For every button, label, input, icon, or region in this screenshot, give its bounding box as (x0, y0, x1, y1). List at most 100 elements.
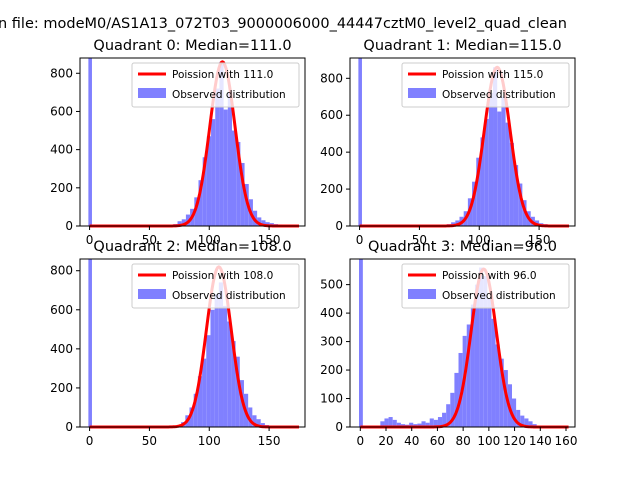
histogram-bar (231, 341, 236, 427)
histogram-bar (516, 409, 521, 427)
x-tick-label: 20 (378, 434, 393, 448)
histogram-bar (513, 165, 519, 226)
y-tick-label: 200 (50, 381, 73, 395)
histogram-bar (218, 282, 224, 427)
y-tick-label: 800 (50, 264, 73, 278)
histogram-bar (421, 421, 426, 427)
histogram-bar (210, 309, 215, 427)
panel-quadrant-0: 0 50 100 150 0 200 400 600 800 Quadrant 0: Median… (50, 38, 306, 247)
y-tick-label: 800 (320, 71, 343, 85)
histogram-bar (512, 398, 517, 427)
histogram-bar (520, 415, 525, 427)
histogram-bar (214, 294, 219, 427)
y-tick-label: 400 (50, 143, 73, 157)
y-tick-label: 0 (65, 420, 73, 434)
x-tick-label: 100 (198, 233, 221, 247)
x-tick-label: 0 (356, 434, 364, 448)
histogram-bar (491, 318, 496, 427)
legend-patch-swatch (408, 88, 436, 98)
x-tick-label: 100 (468, 233, 491, 247)
histogram-bar (470, 304, 475, 427)
histogram-bar (380, 421, 385, 427)
histogram-bar (488, 93, 494, 226)
legend-patch-swatch (408, 289, 436, 299)
panel-title: Quadrant 2: Median=108.0 (93, 239, 291, 255)
histogram-bar (518, 183, 523, 226)
axes-frame (349, 258, 576, 428)
histogram-bar (396, 422, 401, 427)
y-tick-label: 200 (320, 182, 343, 196)
x-tick-label: 140 (529, 434, 552, 448)
y-tick-label: 300 (320, 335, 343, 349)
histogram-bar (219, 61, 224, 227)
x-tick-label: 150 (258, 233, 281, 247)
x-tick-label: 100 (477, 434, 500, 448)
histogram-bar (359, 259, 363, 427)
y-tick-label: 600 (50, 104, 73, 118)
legend-box (401, 62, 570, 108)
histogram-bar (483, 276, 488, 427)
histogram-bar (261, 220, 266, 226)
histogram-bar (495, 344, 500, 427)
y-tick-label: 600 (320, 108, 343, 122)
histogram-bar (215, 88, 220, 226)
histogram-bar (437, 417, 443, 427)
panel-title: Quadrant 1: Median=115.0 (363, 38, 561, 54)
histogram-bar (265, 222, 270, 226)
legend-label-observed: Observed distribution (172, 89, 286, 101)
histogram-bar (388, 417, 393, 427)
histogram-bar (189, 407, 194, 427)
histogram-bar (450, 392, 455, 427)
x-tick-label: 150 (528, 233, 551, 247)
axes-frame (79, 57, 306, 227)
x-tick-label: 160 (555, 434, 578, 448)
histogram-bar (252, 415, 257, 427)
histogram-bar (227, 92, 232, 226)
x-tick-label: 100 (198, 434, 221, 448)
histogram-bar (235, 356, 240, 427)
histogram-bar (484, 118, 489, 226)
histogram-bar (480, 137, 485, 226)
histogram-bar (384, 418, 389, 427)
histogram-bar (193, 393, 198, 427)
panel-quadrant-1: 0 50 100 150 0 200 400 600 800 Quadrant 1: Median… (320, 38, 576, 247)
y-tick-label: 400 (320, 145, 343, 159)
histogram-bar (409, 422, 414, 427)
axes-frame (79, 258, 306, 428)
histogram-bar (197, 376, 203, 427)
histogram-bar (493, 67, 498, 226)
histogram-bar (487, 298, 492, 427)
y-tick-label: 200 (320, 363, 343, 377)
panel-title: Quadrant 0: Median=111.0 (93, 38, 291, 54)
y-tick-label: 400 (50, 342, 73, 356)
x-tick-label: 50 (412, 233, 427, 247)
histogram-bar (240, 163, 245, 226)
histogram-bar (194, 197, 199, 226)
legend-box (131, 62, 300, 108)
histogram-bar (202, 157, 207, 226)
legend-box (131, 263, 300, 309)
histogram-bar (202, 358, 207, 427)
x-tick-label: 120 (503, 434, 526, 448)
histogram-bar (88, 259, 92, 427)
histogram-bar (479, 267, 484, 427)
y-tick-label: 0 (65, 219, 73, 233)
histogram-bar (499, 358, 504, 427)
y-tick-label: 200 (50, 181, 73, 195)
histogram-bar (231, 130, 237, 226)
histogram-bar (206, 335, 211, 427)
legend-label-poisson: Poission with 111.0 (172, 69, 273, 81)
histogram-bar (501, 96, 506, 227)
histogram-bar (257, 217, 262, 226)
histogram-bar (417, 423, 422, 427)
panel-quadrant-2: 0 50 100 150 0 200 400 600 800 Quadrant 2: Median… (50, 239, 306, 448)
histogram-bar (206, 136, 212, 226)
x-tick-label: 150 (258, 434, 281, 448)
legend-patch-swatch (138, 289, 166, 299)
histogram-bar (458, 352, 463, 427)
x-tick-label: 80 (456, 434, 471, 448)
axes-frame (349, 57, 576, 227)
histogram-bar (433, 419, 438, 427)
x-tick-label: 0 (86, 233, 94, 247)
